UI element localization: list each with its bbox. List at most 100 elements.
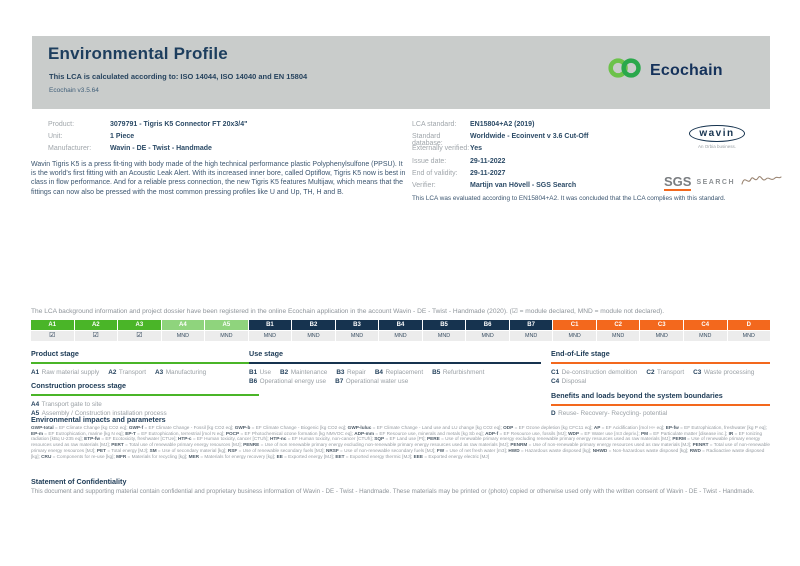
info-label: Product: [48,121,75,128]
parameter-definition: = Use of non-renewable secondary fuels [… [338,447,437,453]
module-header-cell: B7 [509,320,553,330]
confidentiality-heading: Statement of Confidentiality [31,477,127,486]
module-code: B3 [336,368,345,376]
parameter-definition: = EF Resource use, fossils [MJ]; [498,430,569,436]
parameter-abbr: MFR [116,453,127,459]
ecochain-version: Ecochain v3.5.64 [49,87,99,94]
header-band: Environmental Profile This LCA is calcul… [32,36,770,109]
module-code: B4 [374,368,383,376]
info-value: Worldwide - Ecoinvent v 3.6 Cut-Off [470,133,589,141]
parameter-definition: = EF Acidification [mol H+ eq]; [600,425,666,430]
parameter-abbr: ETP-fw [84,436,101,442]
module-label: Operational energy use [259,378,327,386]
module-label: Replacement [385,368,424,376]
module-label: Transport gate to site [41,400,102,408]
module-column: A1 ☑ [31,320,74,341]
module-header-cell: A2 [74,320,118,330]
parameter-definition: = EF Ecotoxicity, freshwater [CTUe]; [100,436,178,442]
module-header-cell: A4 [161,320,205,330]
module-header-cell: B5 [422,320,466,330]
parameter-abbr: PERT [111,442,124,448]
module-header-cell: A1 [31,320,74,330]
module-code: A2 [108,368,117,376]
module-label: Assembly / Construction installation pro… [41,410,167,418]
wavin-tagline: An Orbia business. [697,144,737,149]
parameter-definition: = Use of renewable primary energy exclud… [439,436,673,442]
module-label: Transport [118,368,147,376]
parameter-abbr: PENRE [243,442,260,448]
info-value: Wavin - DE - Twist - Handmade [110,145,212,153]
module-code: D [551,410,556,418]
module-status-cell: MND [596,331,640,341]
construction-stage-heading: Construction process stage [31,381,259,396]
parameter-abbr: CRU [41,453,52,459]
module-header-cell: C2 [596,320,640,330]
module-status-cell: MND [509,331,553,341]
parameter-definition: = Use of non-renewable primary energy re… [527,442,693,448]
module-header-cell: C1 [553,320,596,330]
parameter-abbr: EP-fw [665,425,679,430]
info-value: 1 Piece [110,133,135,141]
module-column: B7 MND [509,320,553,341]
parameter-definition: = EF Water use [m3 depriv.]; [579,430,641,436]
module-column: A5 MND [205,320,248,341]
module-label: Waste processing [703,368,755,376]
parameter-definition: = EF Resource use, minerals and metals [… [374,430,486,436]
module-code: B7 [335,378,344,386]
module-status-cell: MND [422,331,466,341]
info-value: 3079791 - Tigris K5 Connector FT 20x3/4" [110,121,248,128]
info-label: Manufacturer: [48,145,92,153]
stage-items: A4 Transport gate to site [31,401,259,408]
module-code: C1 [551,368,560,376]
parameter-abbr: GWP-total [31,425,54,430]
parameter-abbr: GWP-b [234,425,251,430]
parameter-definition: = Total energy [MJ]; [106,447,150,453]
module-status-cell: ☑ [118,331,161,341]
parameter-abbr: EEE [413,453,424,459]
stage-items: A1 Raw material supply A2 Transport A3 Manufa… [31,369,259,376]
module-status-cell: MND [205,331,248,341]
module-code: C2 [646,368,655,376]
parameter-definition: = EF Climate Change - Land use and LU ch… [371,425,504,430]
stage-items: B1 Use B2 Maintenance B3 Repair B4 Replacement B… [249,369,541,376]
parameter-definition: = Materials for recycling [kg]; [126,453,189,459]
parameter-abbr: SM [149,447,157,453]
evaluation-note: This LCA was evaluated according to EN15… [412,195,726,202]
parameter-definition: = Exported energy thermic [MJ]; [344,453,414,459]
module-status-cell: MND [379,331,422,341]
info-value: 29-11-2022 [470,157,506,165]
module-header-cell: C3 [640,320,683,330]
module-column: B3 MND [335,320,379,341]
parameter-definition: = EF Ozone depletion [kg CFC11 eq]; [513,425,594,430]
module-column: A4 MND [161,320,205,341]
parameter-abbr: EP-T [125,430,136,436]
module-status-cell: MND [161,331,205,341]
module-status-cell: MND [683,331,727,341]
parameter-definition: = EF Human toxicity, non-cancer [CTUh]; [286,436,375,442]
info-label: End of validity: [412,169,458,177]
parameter-definitions: GWP-total = EF Climate Change [kg CO2 eq… [31,425,771,459]
info-label: LCA standard: [412,121,457,128]
parameter-definition: = EF Particulate matter [disease inc.]; [647,430,729,436]
sgs-wordmark: SGS [664,173,692,191]
stage-items: D Reuse- Recovery- Recycling- potential [551,410,770,417]
ecochain-logo: Ecochain [606,56,723,85]
module-label: De-construction demolition [561,368,638,376]
module-code: A3 [155,368,164,376]
parameter-definition: = Materials for energy recovery [kg]; [199,453,277,459]
parameter-definition: = Use of non renewable primary energy ex… [259,442,511,448]
stage-items: B6 Operational energy use B7 Operational wa… [249,378,541,385]
parameter-abbr: PENRM [510,442,528,448]
product-stage-heading: Product stage [31,349,259,364]
module-column: B1 MND [248,320,292,341]
module-status-cell: MND [553,331,596,341]
parameter-definition: = EF Human toxicity, cancer [CTUh]; [191,436,270,442]
module-code: C3 [693,368,702,376]
parameter-abbr: PERE [427,436,440,442]
parameter-definition: = EF Climate Change - Fossil [kg CO2 eq]… [143,425,235,430]
parameter-abbr: SQP [374,436,385,442]
end-of-life-column: End-of-Life stage C1 De-construction demo… [551,349,770,420]
parameter-definition: = EF Climate Change [kg CO2 eq]; [53,425,129,430]
parameter-definition: = Use of secondary material [kg]; [156,447,228,453]
info-label: Issue date: [412,157,447,165]
